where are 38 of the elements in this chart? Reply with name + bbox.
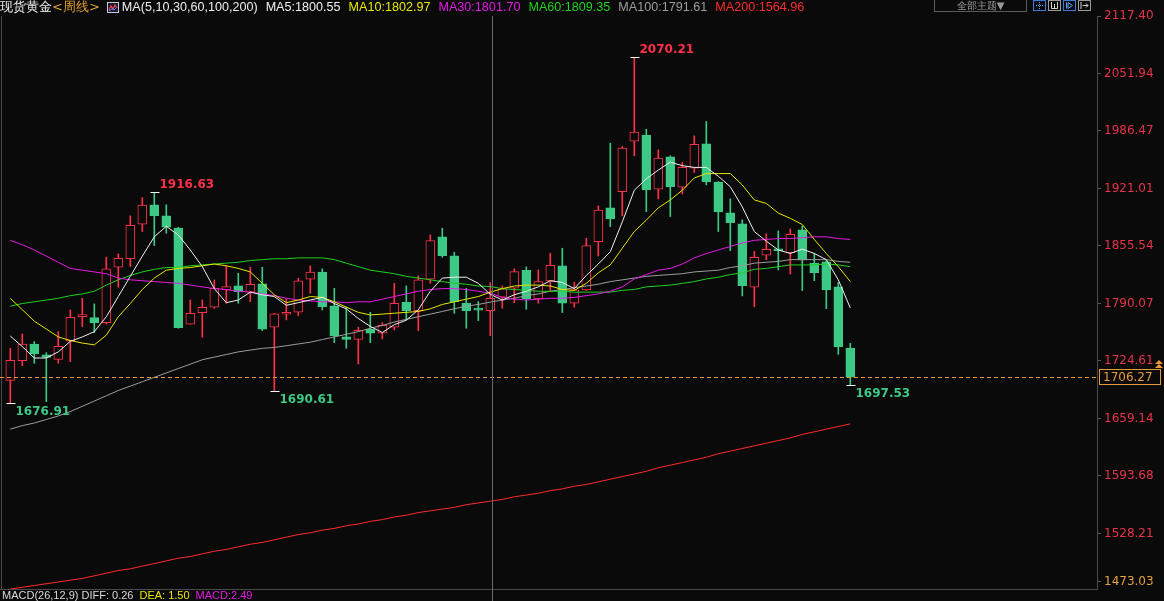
chart-title: 现货黄金 [0,0,52,14]
y-tick-label: 1921.01 [1104,180,1154,195]
candlestick [197,299,208,338]
text: MA100:1791.61 [618,0,708,14]
legend-title: MA(5,10,30,60,100,200) [121,0,258,14]
y-tick-label: 1473.03 [1104,574,1154,589]
y-tick-label: 1986.47 [1104,123,1154,138]
text: DEA: 1.50 [139,589,190,601]
text: MA60:1809.35 [528,0,611,14]
y-tick-label: 1855.54 [1104,238,1154,253]
annotation: 1916.63 [159,176,215,191]
candlestick [605,142,616,227]
y-tick-label: 1790.07 [1104,295,1154,310]
annotation: 1697.53 [855,385,911,400]
candlestick [629,57,640,157]
y-tick-label: 1528.21 [1104,525,1154,540]
y-tick-label: 2117.40 [1104,8,1154,23]
y-tick-label: 1659.14 [1104,410,1154,425]
candlestick [269,312,280,392]
text: MA10:1802.97 [348,0,431,14]
text: MA5:1800.55 [265,0,341,14]
annotation: 1676.91 [15,403,71,418]
text: MA30:1801.70 [438,0,521,14]
annotation: 1690.61 [279,391,335,406]
text: MA200:1564.96 [715,0,805,14]
text: MACD:2.49 [195,589,253,601]
candlestick [341,306,352,349]
y-tick-label: 2051.94 [1104,65,1154,80]
y-tick-label: 1724.61 [1104,353,1154,368]
y-tick-label: 1593.68 [1104,468,1154,483]
text: 1706.27 [1099,369,1161,385]
candlestick [149,192,160,246]
text: MACD(26,12,9) DIFF: 0.26 [2,589,134,601]
dropdown-field: 全部主题▼ [934,0,1027,12]
candlestick [77,297,88,327]
candlestick [725,198,736,251]
chart-subtitle: <周线> [52,0,100,14]
annotation: 2070.21 [639,41,695,56]
